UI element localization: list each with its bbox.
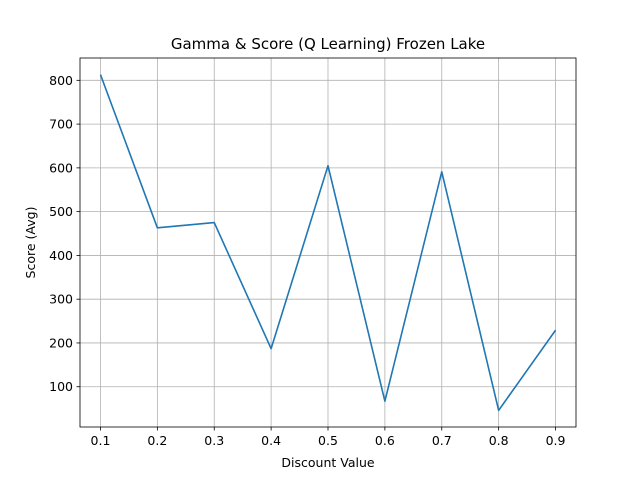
y-axis-label: Score (Avg) <box>23 207 38 279</box>
x-tick-label: 0.1 <box>91 433 111 448</box>
series-line <box>99 74 557 412</box>
grid <box>80 58 576 427</box>
y-axis: 100 200 300 400 500 600 700 800 <box>49 73 80 394</box>
y-tick-label: 600 <box>49 160 73 175</box>
y-tick-label: 500 <box>49 204 73 219</box>
y-tick-label: 400 <box>49 248 73 263</box>
x-tick-label: 0.2 <box>147 433 167 448</box>
x-tick-label: 0.6 <box>375 433 395 448</box>
y-tick-label: 100 <box>49 379 73 394</box>
x-tick-label: 0.5 <box>318 433 338 448</box>
x-axis: 0.1 0.2 0.3 0.4 0.5 0.6 0.7 0.8 0.9 <box>91 427 566 448</box>
y-tick-label: 200 <box>49 335 73 350</box>
x-tick-label: 0.4 <box>261 433 281 448</box>
x-tick-label: 0.9 <box>546 433 566 448</box>
y-tick-label: 700 <box>49 117 73 132</box>
x-axis-label: Discount Value <box>281 455 374 470</box>
x-tick-label: 0.8 <box>489 433 509 448</box>
y-tick-label: 800 <box>49 73 73 88</box>
chart-title: Gamma & Score (Q Learning) Frozen Lake <box>171 35 485 53</box>
x-tick-label: 0.7 <box>432 433 452 448</box>
y-tick-label: 300 <box>49 292 73 307</box>
x-tick-label: 0.3 <box>204 433 224 448</box>
